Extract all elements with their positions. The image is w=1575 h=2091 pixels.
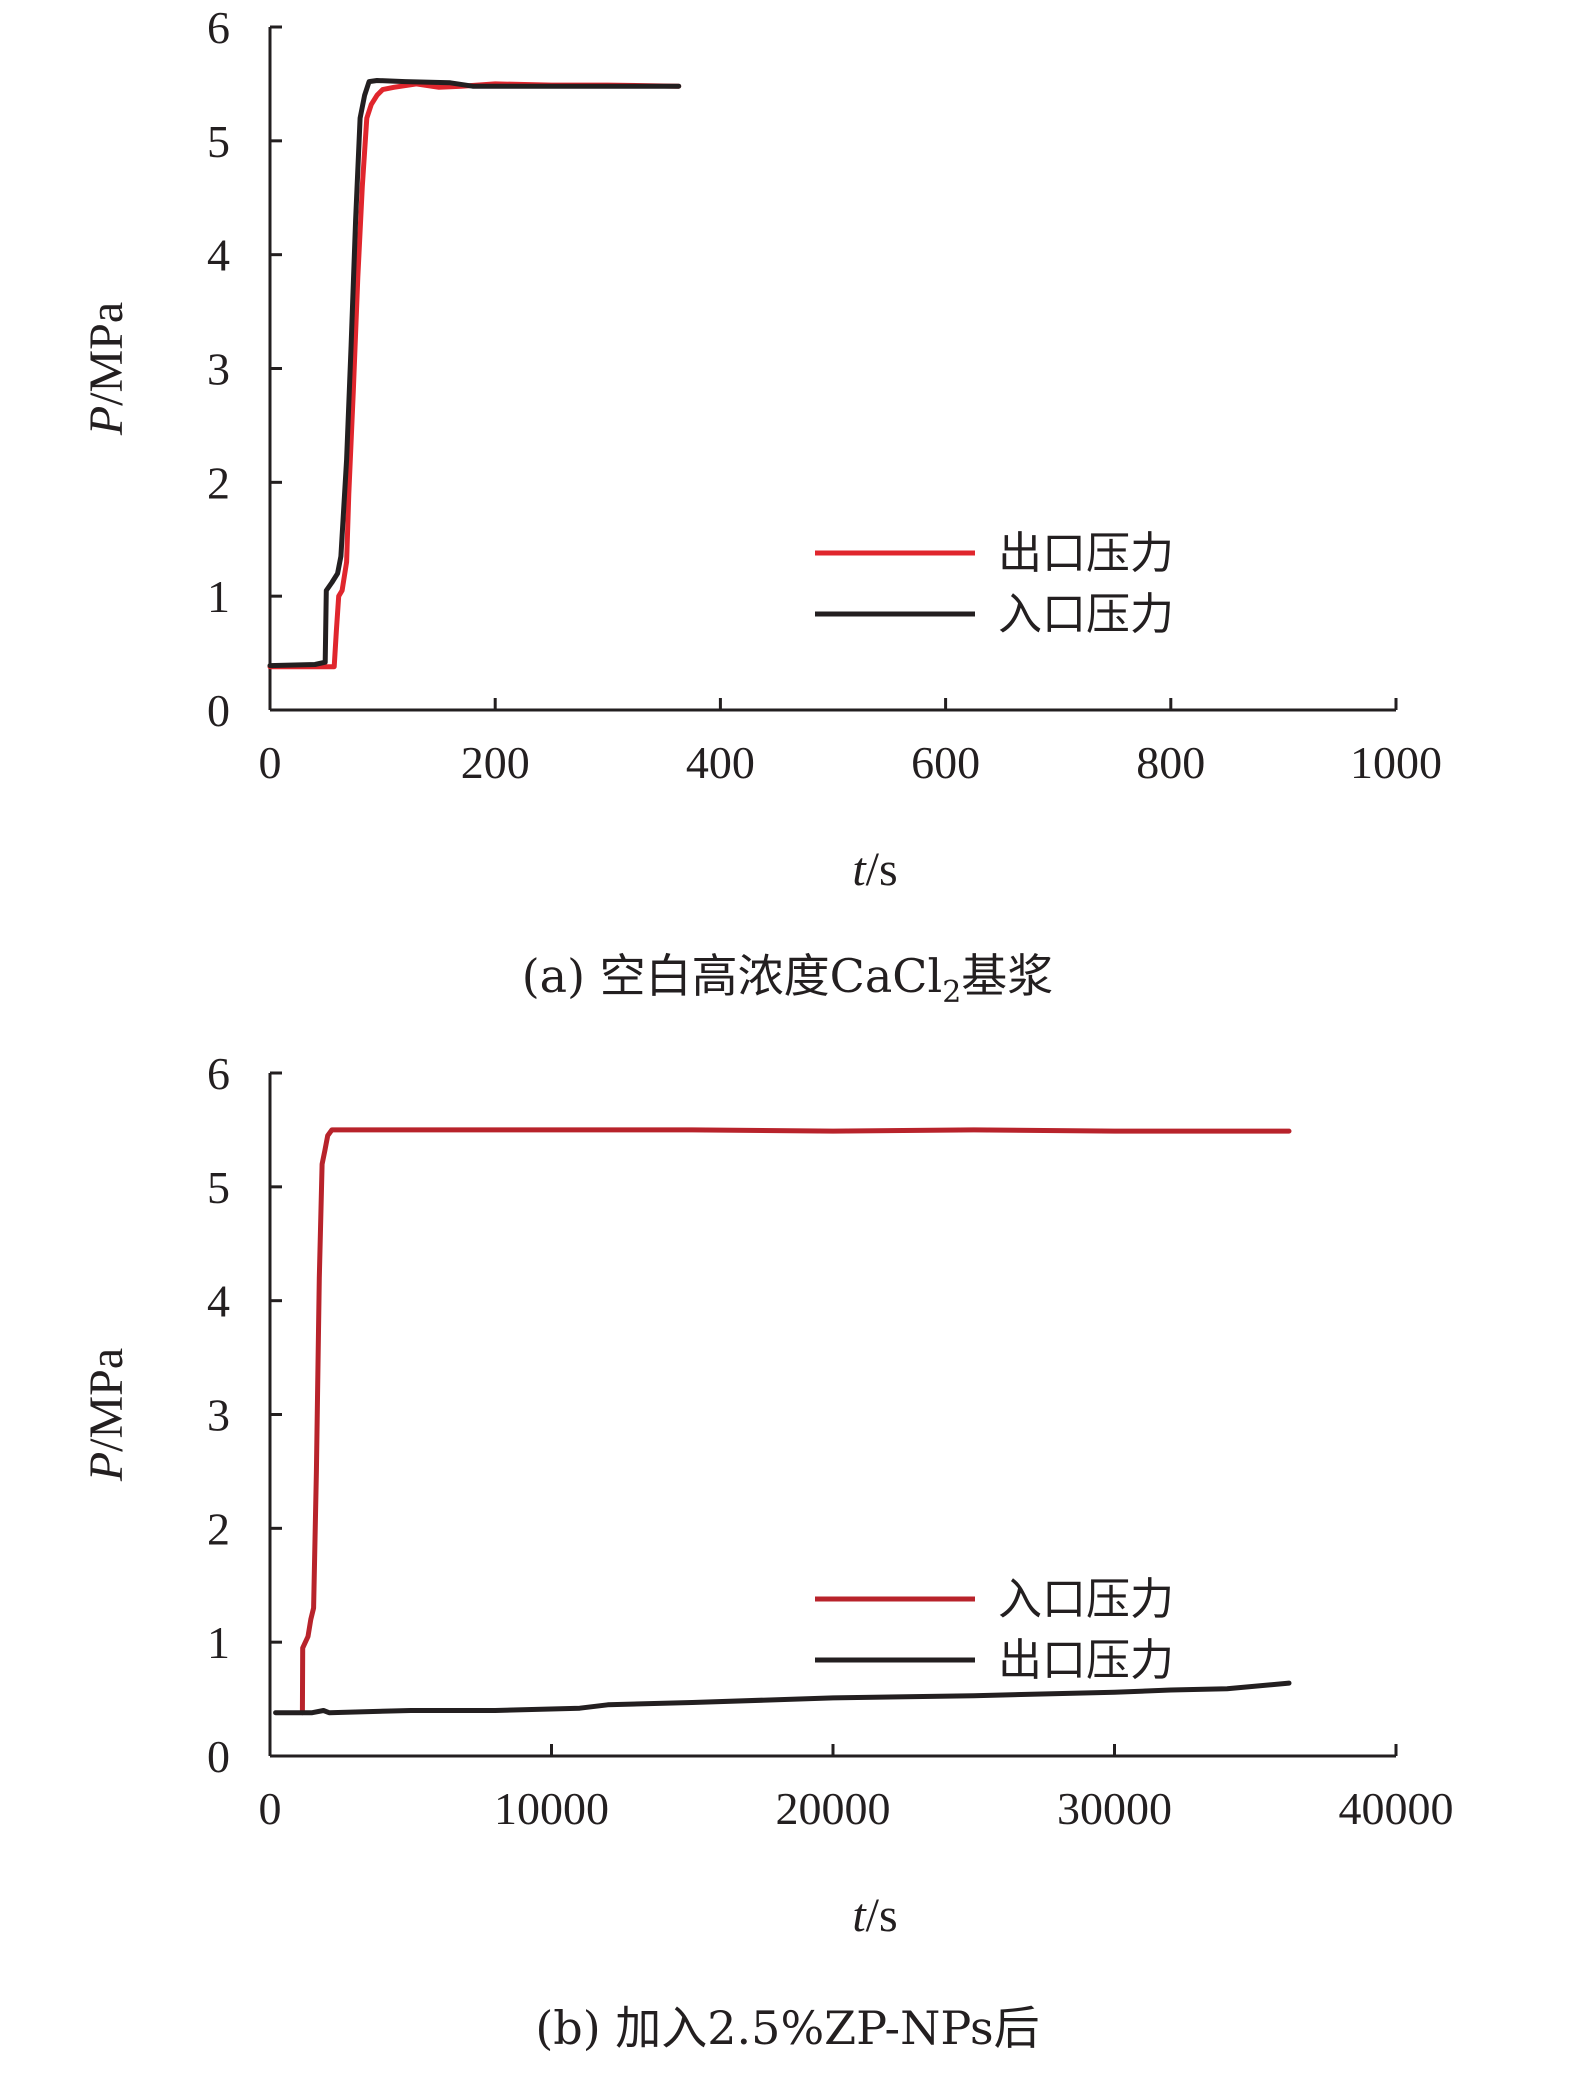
chart-a-y-axis-variable: P [80,406,133,436]
chart-a-series-line-2 [267,78,682,669]
chart-a-x-tick-label: 600 [911,737,980,788]
chart-a-caption-subscript: 2 [942,975,962,1011]
chart-a-x-tick-label: 0 [259,737,282,788]
chart-b-x-axis-title: t/s [852,1889,897,1942]
chart-b-y-tick-label: 0 [207,1731,230,1782]
chart-b-series-line-2 [273,1680,1292,1716]
chart-a-y-axis-unit: /MPa [80,302,133,406]
chart-a-x-axis-unit: /s [866,843,898,896]
chart-a-caption: (a) 空白高浓度CaCl2基浆 [0,940,1575,1010]
chart-b-x-axis-variable: t [852,1889,867,1942]
chart-a-x-tick-label: 800 [1136,737,1205,788]
chart-b-y-axis-title: P/MPa [80,1348,133,1482]
chart-b-y-tick-label: 6 [207,1048,230,1099]
chart-a-x-tick-label: 200 [461,737,530,788]
chart-a-caption-prefix: (a) 空白高浓度CaCl [521,949,943,1003]
chart-a-y-tick-label: 0 [207,685,230,736]
chart-a-y-tick-label: 2 [207,457,230,508]
chart-a-y-tick-label: 5 [207,116,230,167]
chart-b-legend-label: 出口压力 [998,1635,1174,1686]
chart-b-x-tick-label: 10000 [494,1783,609,1834]
chart-a-legend-label: 出口压力 [998,528,1174,579]
chart-a-caption-suffix: 基浆 [961,949,1054,1003]
chart-panel-b: 0 1 2 3 4 5 6 0 10000 20000 30000 40000 P/MPa t/s 入口压力… [0,1046,1575,2091]
chart-a-x-tick-label: 400 [686,737,755,788]
chart-b-y-tick-label: 1 [207,1617,230,1668]
chart-a-y-tick-label: 1 [207,571,230,622]
chart-a-y-tick-label: 6 [207,2,230,53]
chart-a-y-axis-title: P/MPa [80,302,133,436]
chart-a-x-tick-label: 1000 [1350,737,1442,788]
chart-b-series-line-1 [299,1127,1292,1716]
chart-b-x-tick-label: 0 [259,1783,282,1834]
chart-a-y-tick-label: 4 [207,230,230,281]
chart-b-caption: (b) 加入2.5%ZP-NPs后 [0,1992,1575,2062]
chart-b-caption-prefix: (b) 加入2.5%ZP-NPs后 [535,2001,1040,2055]
chart-b-legend-label: 入口压力 [998,1574,1174,1625]
chart-a-y-tick-label: 3 [207,344,230,395]
chart-b-y-tick-label: 4 [207,1276,230,1327]
chart-a-x-axis-variable: t [852,843,867,896]
chart-b-y-tick-label: 3 [207,1390,230,1441]
chart-b-y-tick-label: 2 [207,1503,230,1554]
chart-b-x-tick-label: 20000 [776,1783,891,1834]
chart-b-x-axis-unit: /s [866,1889,898,1942]
chart-b-y-axis-unit: /MPa [80,1348,133,1452]
chart-b-plot: 0 1 2 3 4 5 6 0 10000 20000 30000 40000 P/MPa t/s 入口压力… [80,1048,1454,1942]
chart-a-x-axis-title: t/s [852,843,897,896]
chart-b-y-tick-label: 5 [207,1162,230,1213]
chart-a-legend-label: 入口压力 [998,589,1174,640]
chart-b-x-tick-label: 30000 [1057,1783,1172,1834]
chart-b-x-tick-label: 40000 [1339,1783,1454,1834]
chart-panel-a: 0 1 2 3 4 5 6 0 200 400 600 800 1000 P/MPa t/s 出口压力入口压力… [0,0,1575,1045]
chart-b-y-axis-variable: P [80,1452,133,1482]
